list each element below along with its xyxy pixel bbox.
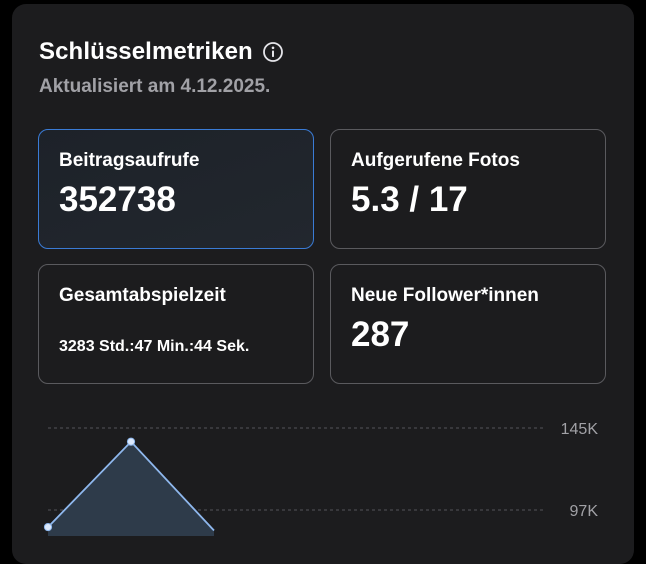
last-updated-text: Aktualisiert am 4.12.2025.	[39, 76, 271, 97]
metric-label: Beitragsaufrufe	[59, 150, 200, 171]
chart-area	[47, 440, 215, 536]
metric-label: Aufgerufene Fotos	[351, 150, 520, 171]
y-tick-label: 97K	[570, 503, 599, 520]
title-row: Schlüsselmetriken	[39, 38, 284, 66]
y-tick-label: 145K	[561, 421, 599, 438]
metric-card-post-views[interactable]: Beitragsaufrufe 352738	[38, 129, 314, 249]
metric-value: 3283 Std.:47 Min.:44 Sek.	[59, 338, 250, 355]
metric-value: 352738	[59, 180, 176, 219]
views-chart: 145K 97K	[43, 421, 598, 536]
metric-label: Neue Follower*innen	[351, 285, 539, 306]
chart-grid: 145K 97K	[48, 421, 598, 520]
metric-card-viewed-photos[interactable]: Aufgerufene Fotos 5.3 / 17	[330, 129, 606, 249]
page-title: Schlüsselmetriken	[39, 38, 253, 65]
metric-card-total-playtime[interactable]: Gesamtabspielzeit 3283 Std.:47 Min.:44 S…	[38, 264, 314, 384]
data-point[interactable]	[126, 437, 136, 446]
metric-value: 287	[351, 315, 410, 354]
info-circle-icon[interactable]	[262, 41, 284, 63]
metric-label: Gesamtabspielzeit	[59, 285, 226, 306]
metric-card-new-followers[interactable]: Neue Follower*innen 287	[330, 264, 606, 384]
area-fill	[48, 441, 214, 536]
data-point[interactable]	[43, 522, 53, 532]
metric-value: 5.3 / 17	[351, 180, 468, 219]
chart-points	[43, 437, 136, 532]
